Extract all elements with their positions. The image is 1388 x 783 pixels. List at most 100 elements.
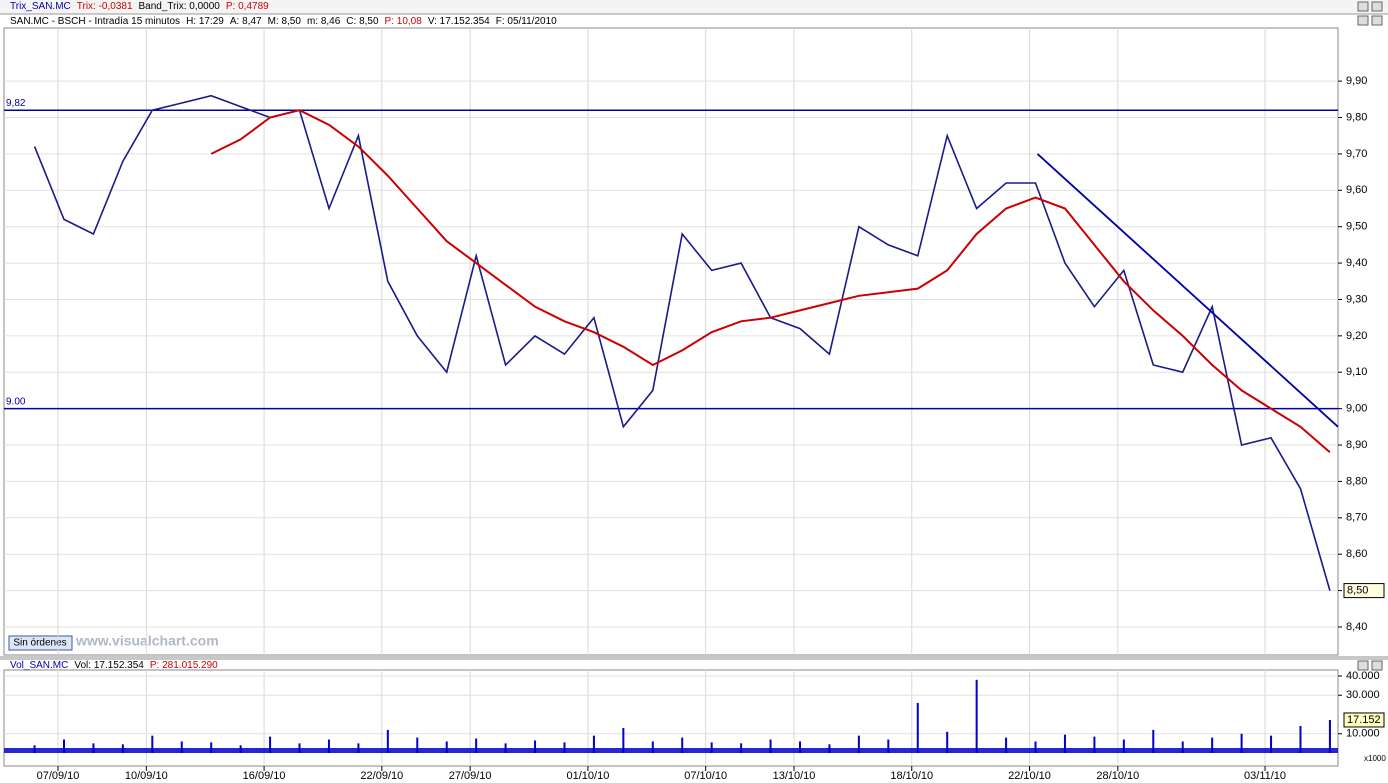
current-label: 8,50 (1347, 584, 1368, 596)
header-item: Trix: -0,0381 (76, 1, 133, 12)
header-item: A: 8,47 (229, 16, 262, 27)
y-tick-label: 9,00 (1346, 403, 1367, 415)
volume-bar (121, 744, 124, 753)
header-item: P: 281.015.290 (149, 660, 218, 671)
volume-base (4, 748, 1338, 753)
current-label: 17.152 (1347, 714, 1381, 726)
trix-header: Trix_SAN.MC Trix: -0,0381 Band_Trix: 0,0… (10, 1, 269, 12)
volume-bar (504, 743, 507, 753)
y-tick-label: 9,30 (1346, 293, 1367, 305)
y-tick-label: 9,10 (1346, 366, 1367, 378)
y-tick-label: 9,90 (1346, 75, 1367, 87)
volume-bar (180, 741, 183, 753)
badge-text: Sin órdenes (13, 638, 66, 649)
price-frame (3, 27, 1339, 656)
y-tick-label: 10.000 (1346, 728, 1380, 740)
header-item: P: 10,08 (384, 16, 422, 27)
y-tick-label: 8,80 (1346, 475, 1367, 487)
level-label: 9.00 (6, 396, 26, 407)
volume-header: Vol_SAN.MC Vol: 17.152.354 P: 281.015.290 (10, 660, 218, 671)
volume-bar (33, 745, 36, 753)
multiplier: x1000 (1364, 754, 1386, 763)
volume-bar (1122, 739, 1125, 753)
trix-bar (0, 0, 1388, 14)
y-tick-label: 30.000 (1346, 689, 1380, 701)
volume-bar (269, 736, 272, 753)
badge[interactable] (8, 635, 73, 651)
header-item: Trix_SAN.MC (10, 1, 71, 12)
x-tick-label: 13/10/10 (773, 770, 816, 782)
volume-bar (1240, 733, 1243, 753)
x-tick-label: 22/09/10 (360, 770, 403, 782)
volume-bar (239, 745, 242, 753)
header-title: SAN.MC - BSCH - Intradía 15 minutos (10, 16, 181, 27)
volume-frame (3, 669, 1339, 767)
volume-bar (357, 743, 360, 753)
current-box (1343, 583, 1385, 599)
y-tick-label: 40.000 (1346, 670, 1380, 682)
volume-bar (769, 739, 772, 753)
volume-bar (975, 679, 978, 753)
window-button[interactable] (1371, 660, 1383, 671)
header-item: P: 0,4789 (225, 1, 269, 12)
x-tick-label: 01/10/10 (567, 770, 610, 782)
y-tick-label: 9,40 (1346, 257, 1367, 269)
price-header: SAN.MC - BSCH - Intradía 15 minutos H: 1… (10, 16, 557, 27)
y-tick-label: 8,60 (1346, 548, 1367, 560)
volume-bar (710, 742, 713, 753)
volume-bar (857, 735, 860, 753)
window-button[interactable] (1371, 15, 1383, 26)
y-tick-label: 8,70 (1346, 512, 1367, 524)
volume-bar (1005, 737, 1008, 753)
header-item: M: 8,50 (267, 16, 301, 27)
price-line (33, 94, 1331, 591)
y-tick-label: 9,80 (1346, 111, 1367, 123)
window-button[interactable] (1357, 15, 1369, 26)
current-box (1343, 712, 1385, 728)
volume-bar (63, 739, 65, 753)
x-tick-label: 27/09/10 (449, 770, 492, 782)
x-tick-label: 10/09/10 (125, 770, 168, 782)
x-tick-label: 07/09/10 (37, 770, 80, 782)
watermark: www.visualchart.com (75, 633, 219, 649)
volume-bar (828, 744, 831, 753)
volume-bar (92, 743, 95, 753)
volume-bar (592, 735, 595, 753)
volume-bar (1034, 741, 1037, 753)
header-item: C: 8,50 (346, 16, 379, 27)
panel-divider (0, 656, 1388, 660)
volume-bar (740, 743, 743, 753)
volume-bar (1299, 726, 1302, 753)
volume-bar (916, 702, 919, 753)
volume-bar (887, 739, 890, 753)
x-tick-label: 16/09/10 (243, 770, 286, 782)
volume-bar (681, 737, 684, 753)
volume-bar (799, 741, 801, 753)
window-button[interactable] (1357, 660, 1369, 671)
volume-bar (1211, 737, 1214, 753)
volume-bar (1181, 741, 1184, 753)
volume-bar (445, 741, 448, 753)
window-button[interactable] (1371, 1, 1383, 12)
volume-bar (416, 737, 419, 753)
y-tick-label: 8,40 (1346, 621, 1367, 633)
window-button[interactable] (1357, 1, 1369, 12)
header-title: Vol_SAN.MC (10, 660, 69, 671)
x-tick-label: 18/10/10 (890, 770, 933, 782)
volume-bar (1093, 736, 1096, 753)
volume-bar (534, 740, 537, 753)
header-item: F: 05/11/2010 (495, 16, 557, 27)
x-tick-label: 07/10/10 (684, 770, 727, 782)
y-tick-label: 9,50 (1346, 221, 1367, 233)
volume-bar (563, 742, 566, 753)
volume-bar (1270, 735, 1273, 753)
volume-bar (298, 743, 301, 753)
volume-bar (475, 738, 478, 753)
y-tick-label: 8,90 (1346, 439, 1367, 451)
volume-bar (622, 727, 625, 753)
header-item: m: 8,46 (306, 16, 341, 27)
volume-bar (946, 731, 949, 753)
